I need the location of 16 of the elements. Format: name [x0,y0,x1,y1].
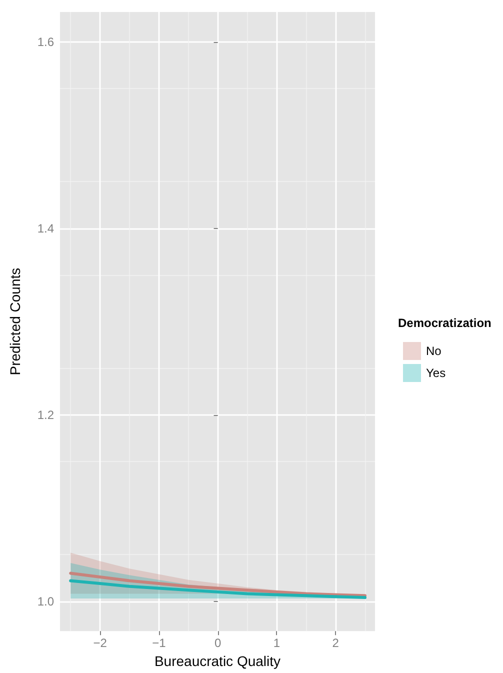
legend-label: No [426,344,442,358]
legend-label: Yes [426,366,446,380]
y-tick-label: 1.4 [37,221,54,236]
x-tick-label: −1 [152,636,166,650]
line-series [69,579,366,600]
legend-title: Democratization [398,316,492,330]
x-tick-label: 1 [273,636,280,650]
y-tick-label: 1.6 [37,34,54,49]
x-axis-title: Bureaucratic Quality [154,653,281,669]
line-series [69,572,366,598]
y-axis-title: Predicted Counts [7,268,23,376]
y-tick-label: 1.2 [37,408,54,422]
y-tick-label: 1.0 [37,594,54,608]
x-tick-label: −2 [93,636,108,650]
x-tick-label: 0 [214,636,222,650]
x-tick-label: 2 [332,636,340,650]
